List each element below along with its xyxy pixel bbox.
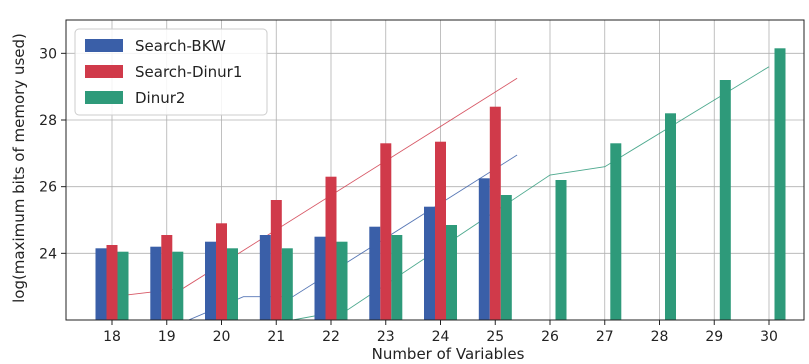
bar-search-dinur1 [216, 223, 227, 320]
x-tick-label: 28 [651, 329, 669, 345]
bar-search-bkw [259, 235, 271, 320]
bar-dinur2 [610, 143, 622, 320]
bar-dinur2 [117, 251, 129, 320]
x-tick-label: 30 [760, 329, 778, 345]
y-axis-label: log(maximum bits of memory used) [10, 33, 28, 303]
y-tick-label: 24 [39, 246, 57, 262]
legend-label-dinur2: Dinur2 [135, 89, 185, 107]
bar-dinur2 [665, 113, 676, 320]
x-tick-label: 22 [322, 329, 340, 345]
y-axis-ticks: 24 26 28 30 [39, 46, 66, 262]
x-tick-label: 18 [103, 329, 121, 345]
bar-dinur2 [391, 235, 403, 320]
bar-dinur2 [555, 180, 567, 320]
bar-dinur2 [227, 248, 238, 320]
bar-dinur2 [500, 195, 512, 320]
bar-search-bkw [369, 226, 381, 320]
bar-search-bkw [205, 241, 216, 320]
x-tick-label: 21 [267, 329, 285, 345]
y-tick-label: 28 [39, 113, 57, 129]
bar-dinur2 [719, 80, 731, 320]
x-tick-label: 19 [158, 329, 176, 345]
bar-dinur2 [774, 48, 786, 321]
x-tick-label: 24 [432, 329, 450, 345]
legend-swatch-search-bkw [85, 39, 123, 52]
legend-swatch-dinur2 [85, 91, 123, 104]
bar-dinur2 [446, 225, 457, 320]
legend-label-search-bkw: Search-BKW [135, 37, 226, 55]
x-axis-label: Number of Variables [372, 345, 525, 363]
bars [95, 48, 786, 321]
bar-search-bkw [424, 206, 435, 320]
bar-dinur2 [172, 251, 184, 320]
x-tick-label: 25 [486, 329, 504, 345]
plot-frame [65, 19, 805, 321]
trend-line-dinur2 [292, 66, 770, 321]
x-tick-label: 26 [541, 329, 559, 345]
bar-search-dinur1 [161, 235, 173, 320]
x-axis-ticks: 18 19 20 21 22 23 24 25 26 27 28 29 30 [103, 320, 778, 345]
bar-search-dinur1 [435, 141, 446, 320]
y-tick-label: 26 [39, 180, 57, 196]
bar-search-dinur1 [325, 176, 337, 320]
bar-dinur2 [281, 248, 293, 320]
bar-search-bkw [478, 178, 490, 320]
bar-search-bkw [314, 236, 326, 320]
bar-search-dinur1 [270, 200, 282, 320]
legend-label-search-dinur1: Search-Dinur1 [135, 63, 242, 81]
legend: Search-BKW Search-Dinur1 Dinur2 [74, 28, 268, 116]
bar-search-dinur1 [489, 106, 501, 320]
x-tick-label: 27 [596, 329, 614, 345]
y-tick-label: 30 [39, 46, 57, 62]
bar-search-dinur1 [106, 245, 118, 320]
bar-search-bkw [95, 248, 107, 320]
x-tick-label: 20 [213, 329, 231, 345]
legend-swatch-search-dinur1 [85, 65, 123, 78]
bar-dinur2 [336, 241, 348, 320]
x-tick-label: 23 [377, 329, 395, 345]
bar-search-dinur1 [380, 143, 392, 320]
bar-search-bkw [150, 246, 162, 320]
x-tick-label: 29 [705, 329, 723, 345]
